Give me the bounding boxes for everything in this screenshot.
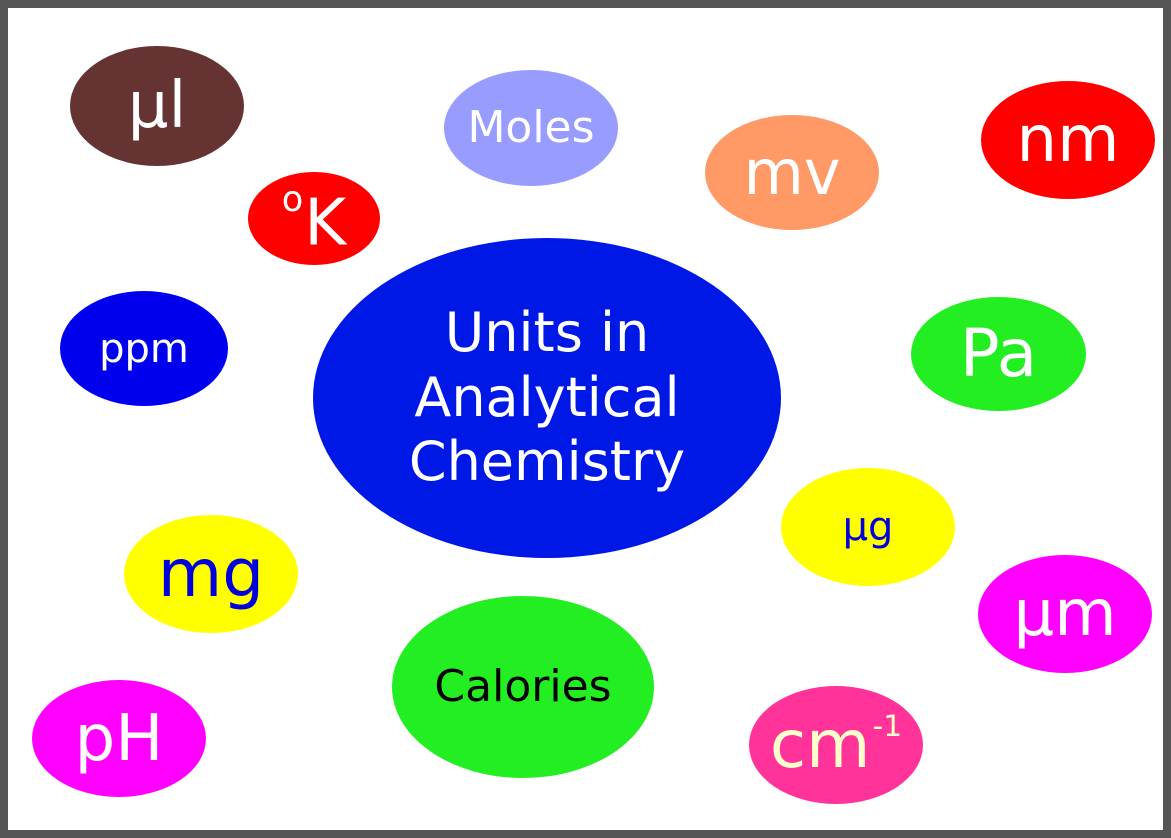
- unit-label: Calories: [434, 661, 612, 712]
- unit-label: mg: [157, 535, 265, 612]
- center-title-line-2: Analytical: [414, 365, 680, 429]
- unit-bubble-ppm: ppm: [60, 291, 228, 406]
- unit-label: cm-1: [770, 712, 902, 778]
- unit-bubble-pascal: Pa: [911, 297, 1086, 411]
- unit-bubble-moles: Moles: [444, 70, 618, 186]
- unit-label: nm: [1016, 103, 1120, 177]
- cm-base: cm: [769, 706, 871, 784]
- unit-bubble-ph: pH: [32, 680, 206, 797]
- unit-bubble-millivolt: mv: [705, 115, 879, 230]
- center-title-line-3: Chemistry: [408, 430, 686, 494]
- unit-bubble-microgram: µg: [781, 468, 955, 586]
- unit-label: mv: [743, 135, 841, 209]
- unit-bubble-calories: Calories: [392, 596, 654, 778]
- unit-bubble-milligram: mg: [124, 515, 298, 633]
- unit-label: oK: [281, 178, 347, 256]
- unit-label: Moles: [467, 102, 595, 153]
- unit-bubble-kelvin: oK: [248, 172, 380, 265]
- unit-label: µm: [1013, 577, 1117, 651]
- unit-bubble-micrometer: µm: [978, 555, 1152, 673]
- center-title: Units in Analytical Chemistry: [409, 301, 685, 495]
- unit-bubble-microliter: µl: [70, 46, 244, 166]
- cm-exponent: -1: [872, 708, 903, 744]
- unit-label: ppm: [99, 325, 189, 372]
- kelvin-letter: K: [304, 186, 347, 261]
- unit-label: pH: [74, 701, 164, 776]
- unit-label: µl: [127, 69, 187, 143]
- unit-bubble-nanometer: nm: [981, 81, 1155, 199]
- unit-label: Pa: [959, 315, 1038, 392]
- center-bubble: Units in Analytical Chemistry: [313, 238, 781, 558]
- degree-symbol: o: [281, 178, 304, 220]
- unit-label: µg: [842, 504, 894, 550]
- center-title-line-1: Units in: [444, 300, 650, 364]
- unit-bubble-inverse-centimeter: cm-1: [749, 686, 923, 804]
